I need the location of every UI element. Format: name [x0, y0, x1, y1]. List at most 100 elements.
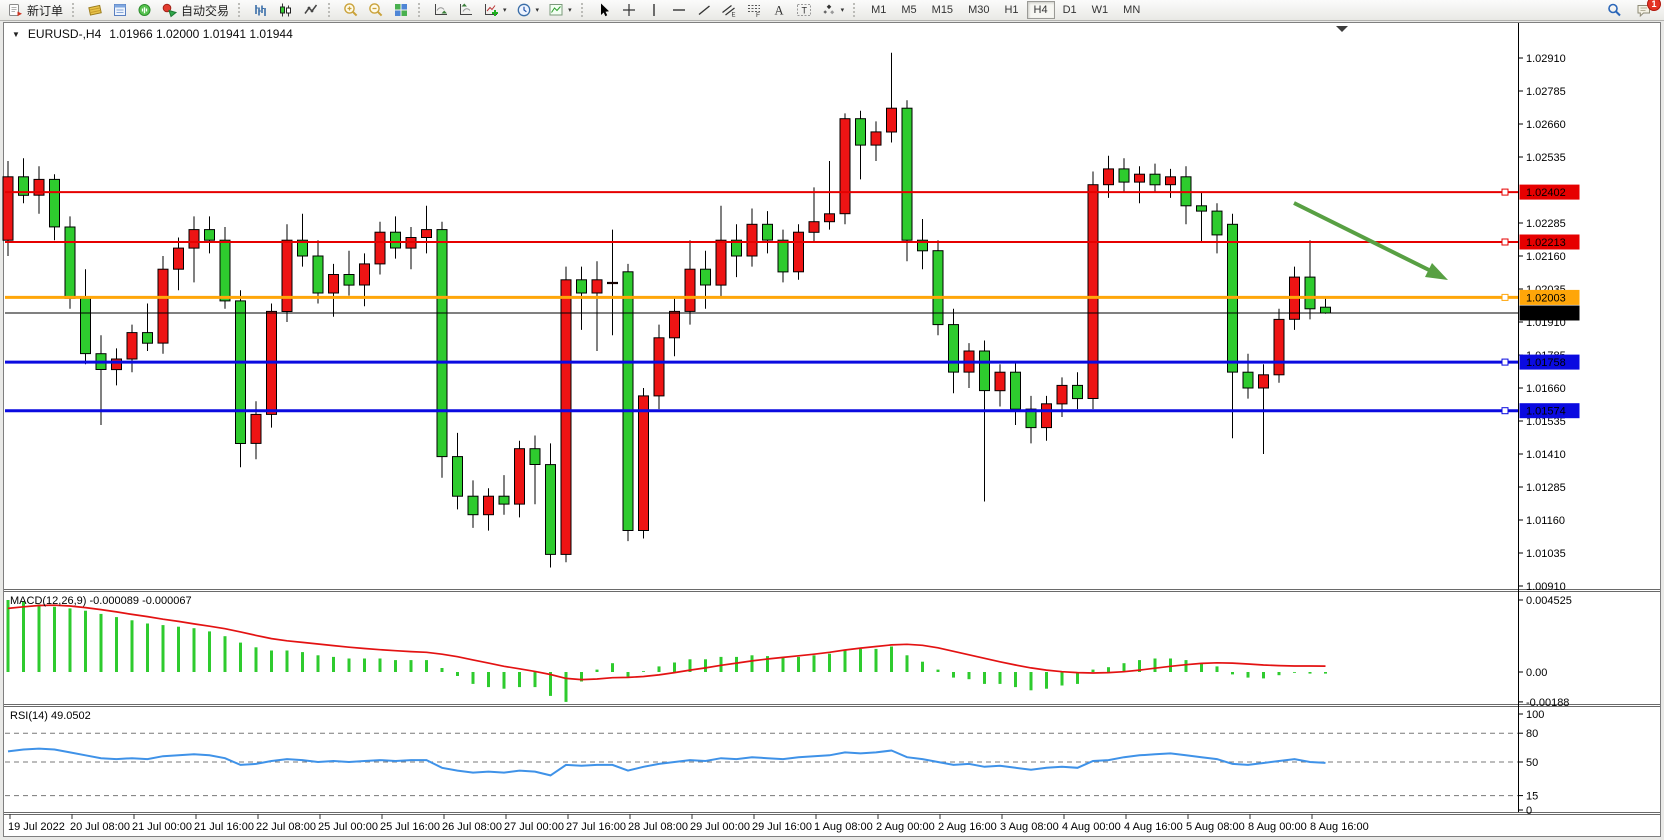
- timeframe-button-m15[interactable]: M15: [931, 4, 954, 16]
- new-order-button[interactable]: 新订单: [4, 0, 67, 20]
- chevron-down-icon[interactable]: ▾: [503, 7, 507, 14]
- template-icon: [549, 4, 563, 16]
- timeframe-button-h1[interactable]: H1: [1004, 4, 1019, 16]
- candle: [421, 229, 432, 239]
- macd-histogram-bar: [1045, 672, 1048, 689]
- auto-trading-button[interactable]: 自动交易: [158, 0, 233, 20]
- time-axis[interactable]: 19 Jul 2022 20 Jul 08:00 21 Jul 00:00 21 Ju…: [8, 814, 1369, 833]
- symbol-dropdown-icon[interactable]: ▼: [12, 30, 20, 39]
- macd-histogram-bar: [1277, 672, 1281, 676]
- indicators-button[interactable]: ▾: [479, 0, 511, 20]
- notification-count-badge: 1: [1647, 0, 1661, 11]
- crosshair-button[interactable]: [617, 0, 641, 20]
- line-handle[interactable]: [1501, 188, 1509, 196]
- vertical-line-button[interactable]: [642, 0, 666, 20]
- horizontal-line-button[interactable]: [667, 0, 691, 20]
- macd-histogram-bar: [332, 656, 335, 672]
- trendline-button[interactable]: [692, 0, 716, 20]
- toolbar-separator: [853, 3, 859, 17]
- timeframe-button-w1[interactable]: W1: [1091, 4, 1109, 16]
- search-button[interactable]: [1602, 0, 1626, 20]
- auto-scroll-icon: [435, 4, 448, 15]
- zoom-out-button[interactable]: [364, 0, 388, 20]
- text-button[interactable]: A: [767, 0, 791, 20]
- macd-histogram-bar: [1293, 672, 1296, 673]
- line-handle[interactable]: [1501, 293, 1509, 301]
- chevron-down-icon[interactable]: ▾: [840, 7, 845, 14]
- level-price-label: 1.01574: [1526, 406, 1566, 418]
- arrows-button[interactable]: ▾: [817, 0, 849, 20]
- line-handle[interactable]: [1501, 358, 1509, 366]
- candlestick-chart-button[interactable]: [274, 0, 298, 20]
- macd-histogram-bar: [518, 672, 521, 688]
- line-chart-button[interactable]: [299, 0, 323, 20]
- svg-text:E: E: [731, 13, 735, 19]
- timeframe-button-m1[interactable]: M1: [871, 4, 887, 16]
- timeframe-button-mn[interactable]: MN: [1123, 4, 1141, 16]
- arrow-shaft[interactable]: [1293, 201, 1430, 272]
- timeframe-button-h4[interactable]: H4: [1026, 1, 1055, 19]
- level-price-label: 1.01944: [1526, 308, 1566, 320]
- macd-histogram-bar: [580, 672, 583, 682]
- data-window-button[interactable]: [108, 0, 132, 20]
- templates-button[interactable]: ▾: [544, 0, 576, 20]
- candle: [1118, 168, 1130, 183]
- cursor-button[interactable]: [592, 0, 616, 20]
- auto-scroll-button[interactable]: [429, 0, 453, 20]
- macd-histogram-bar: [471, 672, 475, 684]
- candle: [157, 268, 169, 344]
- candle: [452, 456, 463, 497]
- rsi-tick-label: 15: [1526, 791, 1538, 803]
- chart-shift-marker[interactable]: [1336, 26, 1348, 32]
- market-watch-icon: [88, 4, 102, 16]
- new-order-button-label: 新订单: [27, 3, 64, 18]
- time-tick-label: 21 Jul 00:00: [132, 821, 192, 833]
- price-tick-label: 1.01160: [1526, 515, 1565, 527]
- timeframe-button-m30[interactable]: M30: [968, 4, 990, 16]
- trend-arrow-annotation[interactable]: [1293, 201, 1448, 280]
- line-handle[interactable]: [1501, 407, 1509, 415]
- chart-shift-button[interactable]: [454, 0, 478, 20]
- candle: [204, 229, 215, 241]
- market-watch-button[interactable]: [83, 0, 107, 20]
- toolbar-separator: [580, 3, 587, 17]
- macd-histogram-bar: [146, 623, 149, 672]
- macd-histogram-bar: [1060, 672, 1064, 686]
- macd-histogram-bar: [223, 636, 227, 672]
- timeframe-button-d1[interactable]: D1: [1062, 4, 1077, 16]
- line-handle[interactable]: [1501, 238, 1509, 246]
- macd-histogram-bar: [952, 672, 955, 678]
- text-label-button[interactable]: T: [792, 0, 816, 20]
- time-tick-label: 8 Aug 00:00: [1248, 821, 1307, 833]
- time-tick-label: 29 Jul 00:00: [690, 821, 750, 833]
- macd-histogram-bar: [1153, 658, 1157, 672]
- fibonacci-button[interactable]: F: [742, 0, 766, 20]
- price-tick-label: 1.01285: [1526, 482, 1566, 494]
- periods-button[interactable]: ▾: [512, 0, 544, 20]
- timeframe-button-m5[interactable]: M5: [901, 4, 917, 16]
- candle: [824, 213, 835, 223]
- candle: [467, 495, 479, 516]
- macd-tick-label: -0.00188: [1526, 697, 1569, 709]
- notifications-button[interactable]: 1: [1632, 0, 1661, 20]
- equidistant-channel-button[interactable]: E: [717, 0, 741, 20]
- sound-alert-button[interactable]: [133, 0, 157, 20]
- candle: [839, 118, 851, 215]
- zoom-in-button[interactable]: [339, 0, 363, 20]
- tile-windows-button[interactable]: [389, 0, 413, 20]
- rsi-tick-label: 0: [1526, 805, 1532, 817]
- macd-histogram-bar: [549, 672, 552, 696]
- macd-histogram-bar: [797, 656, 800, 672]
- candle: [1087, 184, 1099, 399]
- chevron-down-icon[interactable]: ▾: [568, 7, 572, 14]
- toolbar-right-group: 1: [1602, 0, 1661, 20]
- macd-histogram-bar: [363, 658, 366, 672]
- macd-histogram-bar: [564, 672, 568, 702]
- candle: [607, 281, 618, 285]
- macd-histogram-bar: [37, 604, 41, 672]
- add-indicator-icon: [485, 4, 499, 16]
- macd-histogram-bar: [6, 600, 10, 672]
- price-tick-label: 1.01535: [1526, 416, 1566, 428]
- chevron-down-icon[interactable]: ▾: [535, 7, 540, 14]
- bar-chart-button[interactable]: [249, 0, 273, 20]
